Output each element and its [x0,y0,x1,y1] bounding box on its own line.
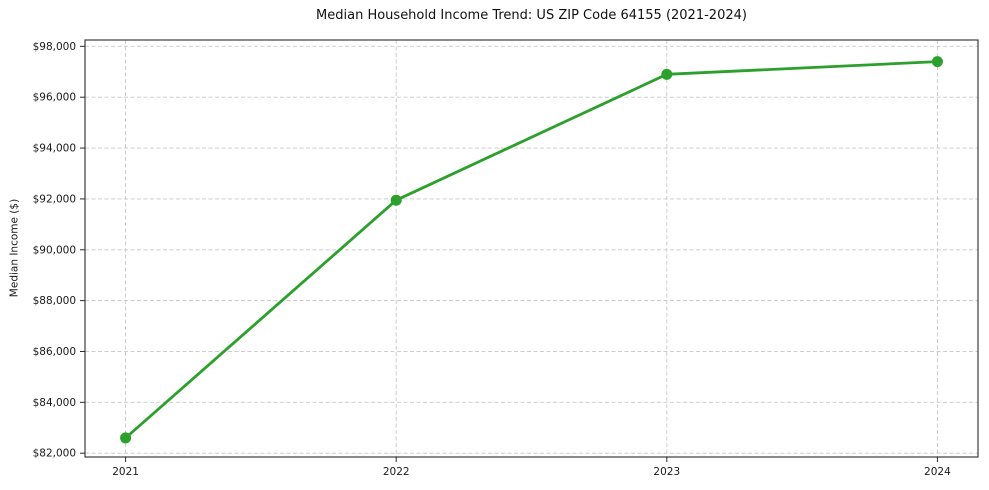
x-tick-label: 2023 [653,466,680,478]
x-tick-label: 2024 [924,466,951,478]
data-point-2024 [931,56,943,68]
x-tick-label: 2021 [112,466,139,478]
y-tick-label: $86,000 [33,346,76,358]
data-point-2021 [120,432,132,444]
y-tick-label: $82,000 [33,448,76,460]
y-tick-label: $92,000 [33,193,76,205]
y-tick-label: $84,000 [33,397,76,409]
y-tick-label: $94,000 [33,143,76,155]
data-point-2023 [661,68,673,80]
y-tick-label: $88,000 [33,295,76,307]
x-tick-label: 2022 [383,466,410,478]
chart-title: Median Household Income Trend: US ZIP Co… [316,8,747,23]
y-tick-label: $96,000 [33,92,76,104]
plot-frame [84,39,979,458]
y-tick-label: $98,000 [33,41,76,53]
y-tick-label: $90,000 [33,244,76,256]
trend-line [124,60,939,440]
y-axis-label: Median Income ($) [8,198,21,298]
data-point-2022 [390,194,402,206]
